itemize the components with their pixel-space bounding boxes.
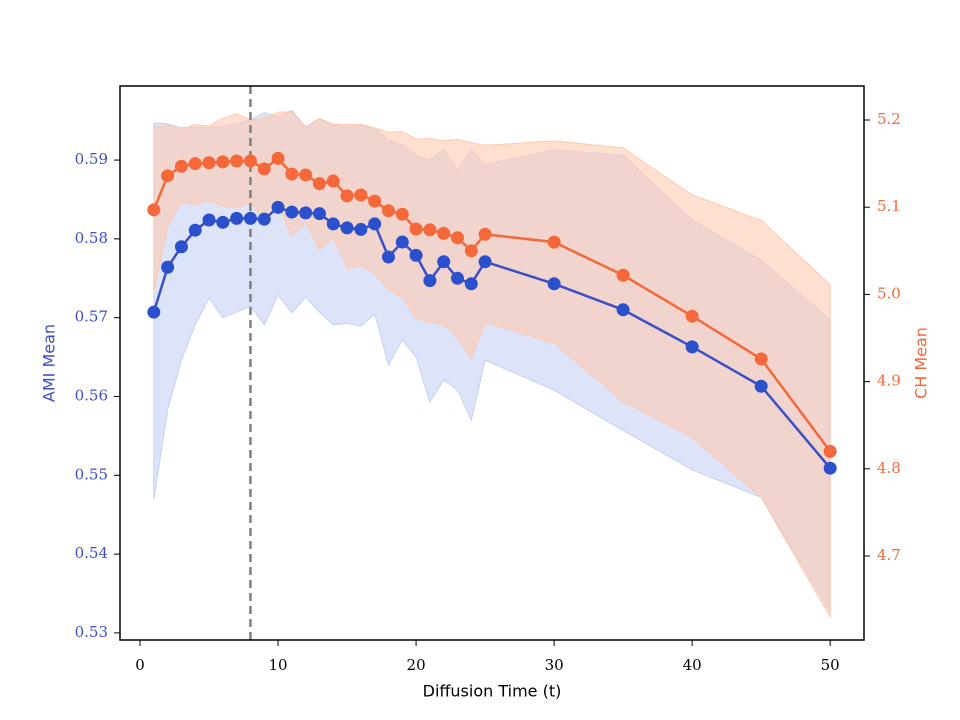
x-tick-label: 30 xyxy=(545,656,564,674)
y2-tick-label: 5.0 xyxy=(877,284,901,302)
x-tick-label: 20 xyxy=(407,656,426,674)
marker xyxy=(354,188,368,202)
marker xyxy=(616,303,630,317)
marker xyxy=(464,277,478,291)
x-tick-label: 10 xyxy=(269,656,288,674)
y-tick-label: 0.56 xyxy=(75,386,108,404)
marker xyxy=(326,217,340,231)
marker xyxy=(285,167,299,181)
marker xyxy=(754,379,768,393)
y2-tick-label: 4.8 xyxy=(877,459,901,477)
marker xyxy=(271,151,285,165)
marker xyxy=(174,159,188,173)
marker xyxy=(174,240,188,254)
marker xyxy=(409,222,423,236)
marker xyxy=(381,250,395,264)
marker xyxy=(326,174,340,188)
marker xyxy=(216,215,230,229)
marker xyxy=(547,235,561,249)
marker xyxy=(423,223,437,237)
y2-tick-label: 4.7 xyxy=(877,546,901,564)
marker xyxy=(257,162,271,176)
marker xyxy=(299,206,313,220)
marker xyxy=(243,154,257,168)
marker xyxy=(381,204,395,218)
y2-tick-label: 5.2 xyxy=(877,110,901,128)
marker xyxy=(312,177,326,191)
marker xyxy=(685,340,699,354)
marker xyxy=(243,211,257,225)
marker xyxy=(161,169,175,183)
marker xyxy=(147,203,161,217)
x-tick-label: 50 xyxy=(821,656,840,674)
y-tick-label: 0.57 xyxy=(75,308,108,326)
marker xyxy=(437,255,451,269)
marker xyxy=(368,217,382,231)
marker xyxy=(188,157,202,171)
marker xyxy=(478,255,492,269)
marker xyxy=(216,155,230,169)
band xyxy=(153,111,831,619)
marker xyxy=(312,207,326,221)
marker xyxy=(754,352,768,366)
x-tick-label: 40 xyxy=(683,656,702,674)
marker xyxy=(188,223,202,237)
marker xyxy=(147,305,161,319)
marker xyxy=(285,205,299,219)
y-tick-label: 0.54 xyxy=(75,544,108,562)
marker xyxy=(464,244,478,258)
y2-axis-label: CH Mean xyxy=(912,327,931,399)
y2-tick-label: 4.9 xyxy=(877,372,901,390)
marker xyxy=(450,271,464,285)
marker xyxy=(437,226,451,240)
marker xyxy=(202,156,216,170)
y-tick-label: 0.55 xyxy=(75,465,108,483)
marker xyxy=(299,168,313,182)
marker xyxy=(823,461,837,475)
marker xyxy=(547,277,561,291)
marker xyxy=(230,211,244,225)
marker xyxy=(368,194,382,208)
marker xyxy=(450,231,464,245)
y2-tick-label: 5.1 xyxy=(877,197,901,215)
plot-frame xyxy=(119,85,865,641)
marker xyxy=(340,221,354,235)
y-axis-label: AMI Mean xyxy=(40,324,59,402)
marker xyxy=(823,444,837,458)
marker xyxy=(230,154,244,168)
marker xyxy=(423,274,437,288)
marker xyxy=(685,309,699,323)
marker xyxy=(257,212,271,226)
marker xyxy=(340,189,354,203)
y-tick-label: 0.59 xyxy=(75,150,108,168)
marker xyxy=(478,227,492,241)
x-axis-label: Diffusion Time (t) xyxy=(423,682,562,701)
marker xyxy=(616,268,630,282)
marker xyxy=(161,260,175,274)
x-tick-label: 0 xyxy=(135,656,145,674)
marker xyxy=(202,213,216,227)
y-tick-label: 0.58 xyxy=(75,229,108,247)
marker xyxy=(395,235,409,249)
y-tick-label: 0.53 xyxy=(75,623,108,641)
marker xyxy=(409,248,423,262)
marker xyxy=(354,222,368,236)
marker xyxy=(395,207,409,221)
marker xyxy=(271,200,285,214)
